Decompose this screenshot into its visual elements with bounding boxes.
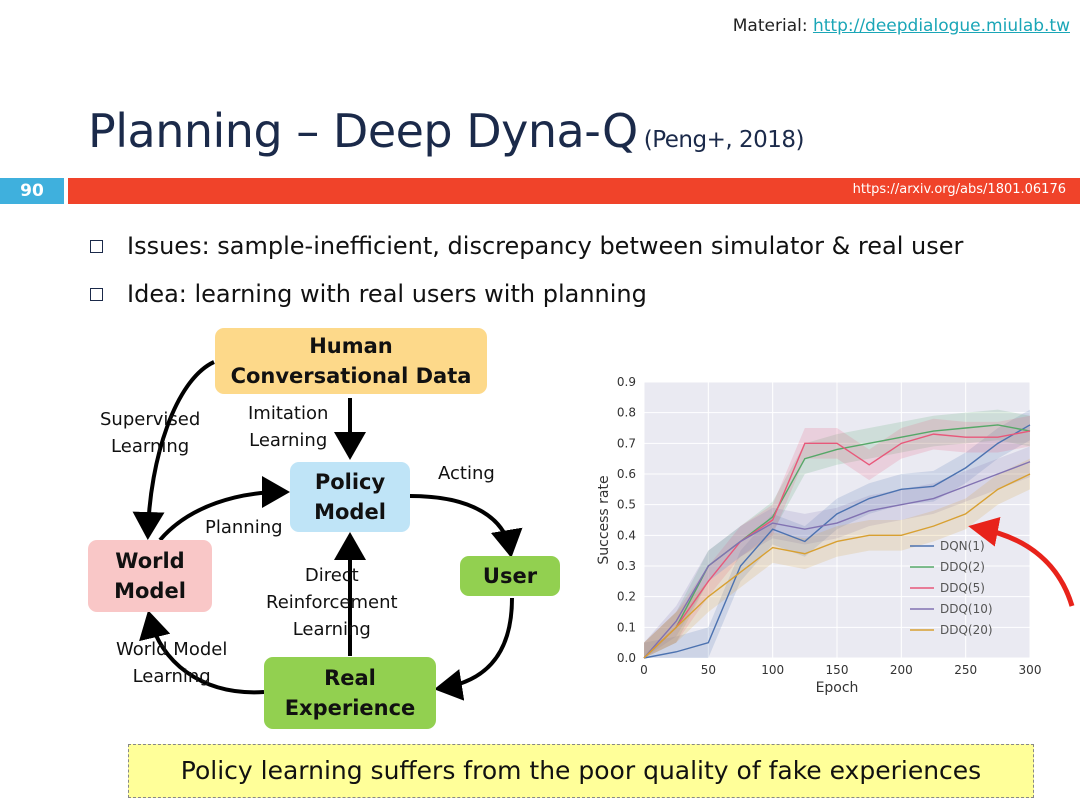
series-band [644,409,1030,658]
highlight-arrow-icon [968,517,1075,607]
success-rate-chart: 0.0 0.1 0.2 0.3 0.4 0.5 0.6 0.7 0.8 0.9 0 50 100 150 2… [588,368,1058,708]
node-policy-model: Policy Model [290,462,410,532]
bullet-item: Issues: sample-inefficient, discrepancy … [88,222,963,270]
slide-title-text: Planning – Deep Dyna-Q [88,104,638,158]
y-tick-label: 0.3 [617,559,636,573]
y-tick-label: 0.5 [617,498,636,512]
bullet-square-icon [90,239,103,253]
x-tick-label: 0 [640,663,648,677]
series-line [643,461,1031,659]
slide-title: Planning – Deep Dyna-Q (Peng+, 2018) [88,104,804,158]
material-credit: Material: http://deepdialogue.miulab.tw [733,16,1070,36]
y-tick-label: 0.1 [617,620,636,634]
series-line [643,424,1031,659]
label-supervised-learning: Supervised Learning [100,409,201,457]
x-tick-label: 100 [761,663,784,677]
label-direct-rl: Direct Reinforcement Learning [266,565,398,640]
node-real-experience: Real Experience [264,657,436,729]
bullet-text: Idea: learning with real users with plan… [127,280,647,308]
y-tick-label: 0.8 [617,406,636,420]
x-tick-label: 50 [701,663,716,677]
material-link[interactable]: http://deepdialogue.miulab.tw [812,16,1070,36]
legend-label: DDQ(10) [940,602,993,616]
y-axis-label: Success rate [596,475,612,564]
series-band [644,446,1030,658]
conclusion-callout: Policy learning suffers from the poor qu… [128,744,1034,798]
series-line [643,430,1031,659]
series-band [644,409,1030,658]
y-tick-label: 0.0 [617,651,636,665]
arrow-supervised [132,360,215,540]
arrow-acting [409,494,523,558]
y-tick-label: 0.4 [617,528,636,542]
node-user: User [460,556,560,596]
arrow-planning [158,476,290,542]
slide-citation: (Peng+, 2018) [643,127,805,153]
label-world-model-learning: World Model Learning [116,639,228,687]
title-divider-bar: https://arxiv.org/abs/1801.06176 [68,178,1080,204]
x-tick-label: 250 [954,663,977,677]
bullet-text: Issues: sample-inefficient, discrepancy … [127,232,964,260]
x-tick-label: 300 [1019,663,1042,677]
arrow-world-model-learning [139,610,265,695]
y-tick-label: 0.6 [617,467,636,481]
x-tick-label: 150 [826,663,849,677]
node-world-model: World Model [88,540,212,612]
arrow-user-to-real [434,597,514,701]
series-band [644,415,1030,658]
material-prefix: Material: [732,16,813,36]
label-imitation-learning: Imitation Learning [248,403,329,451]
legend-label: DDQ(5) [940,581,985,595]
label-planning: Planning [205,517,283,538]
label-acting: Acting [438,463,495,484]
diagram-arrows [132,360,523,701]
slide-number: 90 [0,178,64,204]
chart-svg: 0.0 0.1 0.2 0.3 0.4 0.5 0.6 0.7 0.8 0.9 0 50 100 150 2… [596,375,1042,696]
legend-label: DDQ(20) [940,623,993,637]
y-tick-label: 0.2 [617,590,636,604]
x-axis-label: Epoch [816,680,859,696]
x-tick-label: 200 [890,663,913,677]
deep-dyna-q-diagram: Human Conversational Data Policy Model W… [80,320,580,740]
bullet-square-icon [90,287,103,301]
y-tick-label: 0.9 [617,375,636,389]
paper-url[interactable]: https://arxiv.org/abs/1801.06176 [852,182,1066,197]
y-tick-label: 0.7 [617,436,636,450]
bullet-list: Issues: sample-inefficient, discrepancy … [88,222,963,318]
node-human-data: Human Conversational Data [215,328,487,394]
bullet-item: Idea: learning with real users with plan… [88,270,963,318]
legend-label: DDQ(2) [940,560,985,574]
series-line [643,473,1031,659]
